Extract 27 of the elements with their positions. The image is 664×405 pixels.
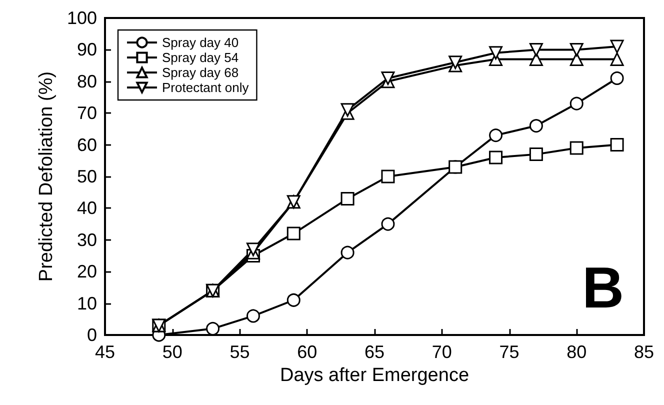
y-tick-label: 50 <box>76 166 97 186</box>
legend-label: Spray day 54 <box>162 50 239 65</box>
y-tick-label: 80 <box>76 71 97 92</box>
y-tick-label: 40 <box>76 198 97 218</box>
legend-label: Spray day 40 <box>162 35 239 50</box>
x-tick-label: 70 <box>432 342 452 362</box>
legend-label: Spray day 68 <box>162 65 239 80</box>
annotation: B <box>582 256 624 320</box>
y-tick-label: 90 <box>76 40 97 60</box>
y-tick-label: 0 <box>86 325 97 345</box>
y-tick-label: 60 <box>76 134 97 155</box>
x-tick-label: 60 <box>297 342 318 362</box>
x-tick-label: 75 <box>499 342 520 362</box>
y-tick-label: 10 <box>76 293 97 314</box>
x-tick-label: 50 <box>162 342 182 362</box>
x-tick-label: 65 <box>364 342 385 362</box>
y-axis-title: Predicted Defoliation (%) <box>36 71 58 282</box>
y-tick-label: 100 <box>66 8 97 28</box>
x-tick-label: 55 <box>230 342 250 362</box>
x-tick-label: 80 <box>566 342 587 362</box>
x-tick-label: 85 <box>634 342 654 362</box>
legend-label: Protectant only <box>162 80 250 95</box>
y-tick-label: 30 <box>76 230 97 250</box>
x-axis-title: Days after Emergence <box>280 364 470 386</box>
y-tick-label: 70 <box>76 103 97 124</box>
x-tick-label: 45 <box>94 342 116 362</box>
y-tick-label: 20 <box>76 262 97 282</box>
